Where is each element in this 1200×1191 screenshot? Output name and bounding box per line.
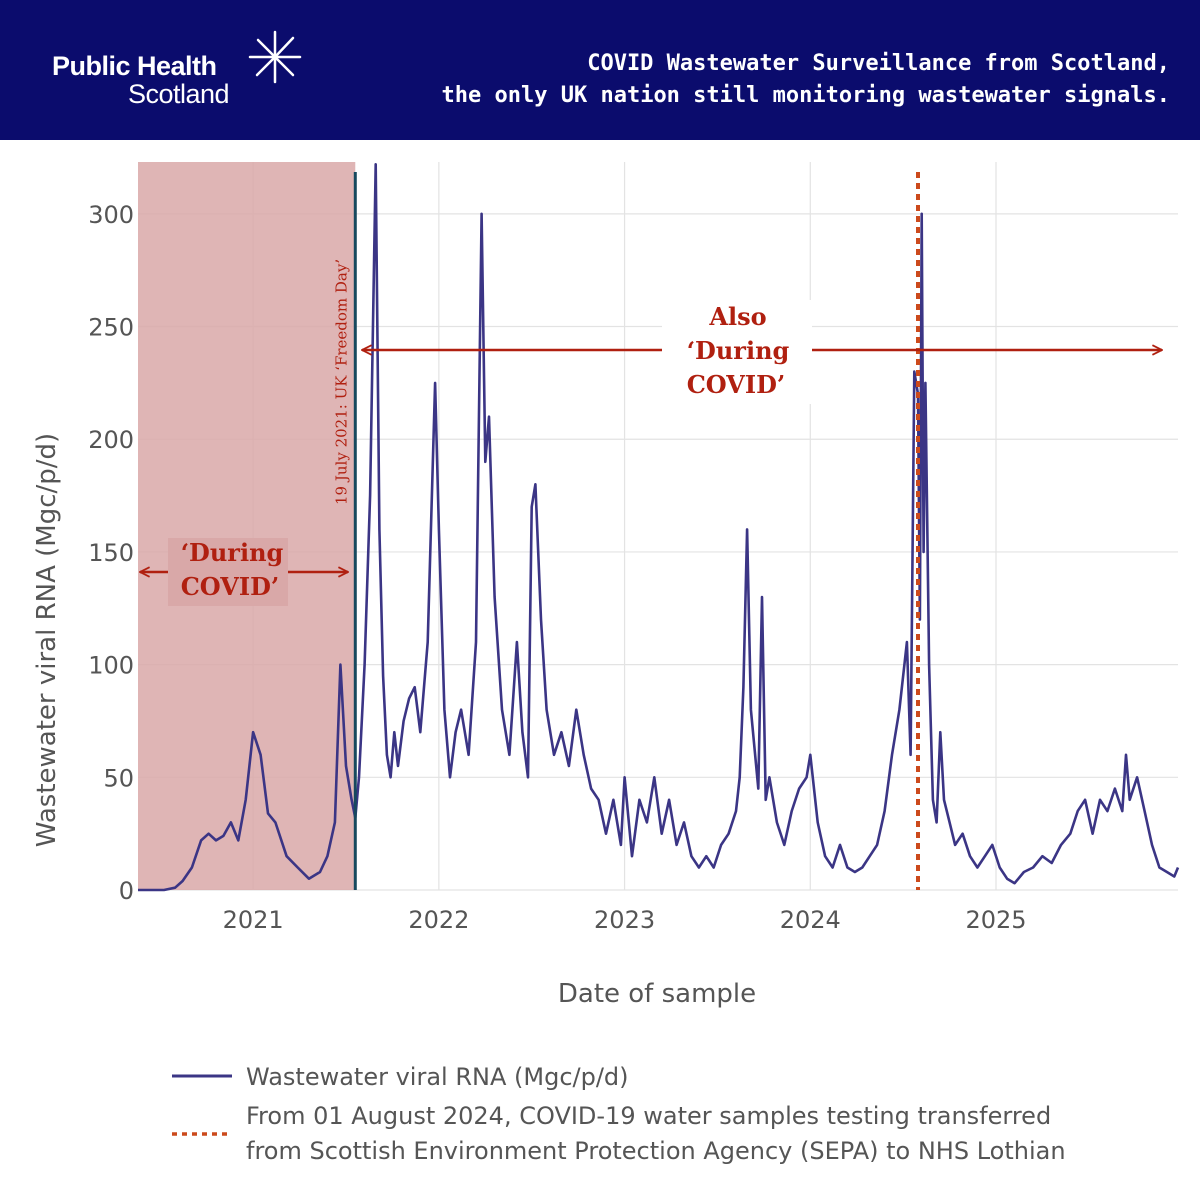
logo: Public Health Scotland: [52, 51, 230, 110]
starburst-icon: [248, 30, 302, 84]
x-tick-label: 2024: [780, 906, 841, 934]
chart-panel: 0 50 100 150 200 250 300 2021 2022 2023 2024 2025 …: [0, 140, 1200, 1191]
y-axis-title: Wastewater viral RNA (Mgc/p/d): [32, 433, 62, 847]
during-covid-label-bg: [168, 538, 288, 606]
legend-label-rna: Wastewater viral RNA (Mgc/p/d): [246, 1063, 629, 1091]
y-axis: 0 50 100 150 200 250 300: [88, 201, 134, 905]
during-covid-shaded-region: [138, 162, 356, 890]
x-tick-label: 2023: [594, 906, 655, 934]
header-title-line1: COVID Wastewater Surveillance from Scotl…: [587, 51, 1170, 76]
x-axis-title: Date of sample: [558, 979, 756, 1009]
y-tick-label: 0: [119, 877, 134, 905]
during-covid-label-line1: ‘During: [181, 538, 284, 567]
header-title-line2: the only UK nation still monitoring wast…: [441, 83, 1170, 108]
legend-label-transfer-line2: from Scottish Environment Protection Age…: [246, 1137, 1066, 1165]
logo-line2: Scotland: [128, 79, 230, 110]
header-banner: Public Health Scotland COVID Wastewater …: [0, 0, 1200, 140]
logo-line1: Public Health: [52, 51, 217, 81]
x-tick-label: 2022: [408, 906, 469, 934]
x-axis: 2021 2022 2023 2024 2025: [223, 906, 1027, 934]
header-title: COVID Wastewater Surveillance from Scotl…: [350, 48, 1170, 112]
x-tick-label: 2025: [965, 906, 1026, 934]
also-during-covid-label-bg: [662, 300, 812, 404]
y-tick-label: 250: [88, 314, 134, 342]
during-covid-label-line2: COVID’: [181, 572, 280, 601]
legend-label-transfer-line1: From 01 August 2024, COVID-19 water samp…: [246, 1102, 1051, 1130]
y-tick-label: 50: [103, 764, 134, 792]
series-line-wastewater-rna: [138, 163, 1180, 892]
freedom-day-label: 19 July 2021: UK ‘Freedom Day’: [332, 259, 350, 505]
y-tick-label: 300: [88, 201, 134, 229]
also-during-covid-label-line3: COVID’: [687, 370, 786, 399]
y-tick-label: 150: [88, 539, 134, 567]
y-tick-label: 200: [88, 426, 134, 454]
also-during-covid-label-line2: ‘During: [687, 336, 790, 365]
x-tick-label: 2021: [223, 906, 284, 934]
also-during-covid-label-line1: Also: [708, 302, 766, 331]
legend: Wastewater viral RNA (Mgc/p/d) From 01 A…: [172, 1063, 1066, 1165]
y-tick-label: 100: [88, 652, 134, 680]
